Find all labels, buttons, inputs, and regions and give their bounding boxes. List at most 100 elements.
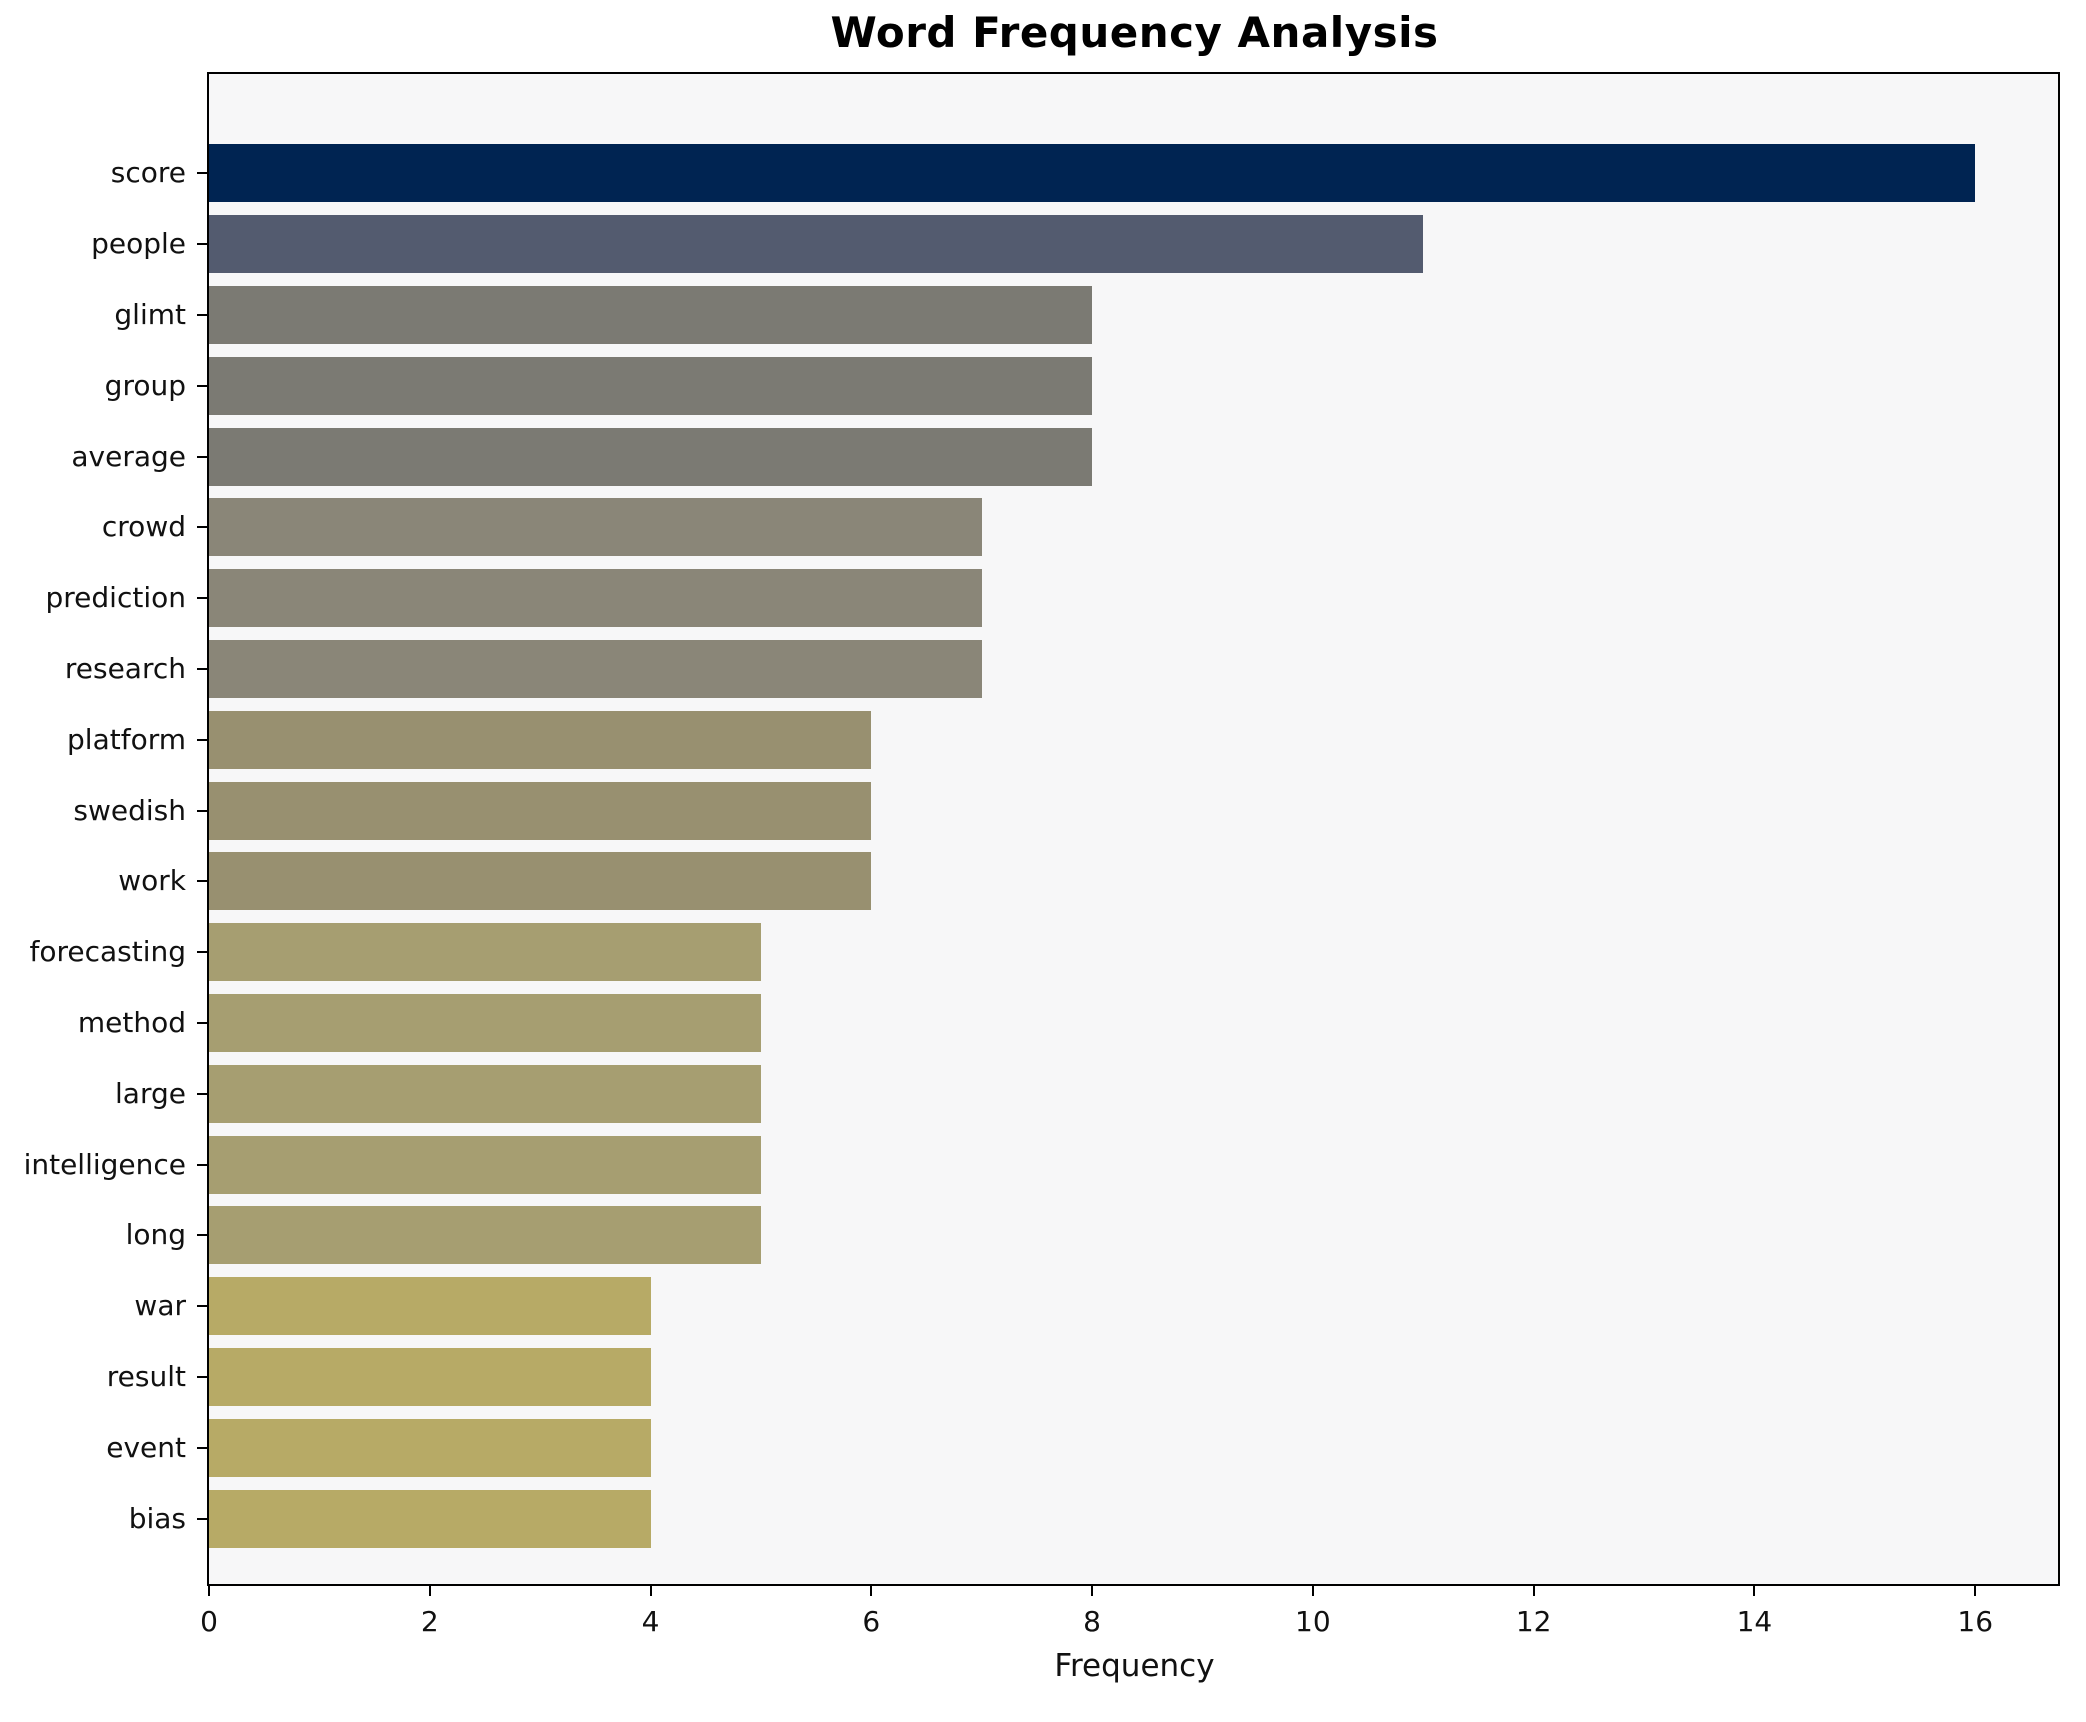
category-label-crowd: crowd xyxy=(101,510,186,544)
y-tick xyxy=(197,1234,207,1237)
bar-long xyxy=(209,1206,761,1265)
x-tick-label-4: 4 xyxy=(641,1605,660,1638)
y-tick xyxy=(197,526,207,529)
bar-row xyxy=(209,1489,2058,1548)
bar-group xyxy=(209,356,1093,415)
bar-row xyxy=(209,215,2058,274)
bar-row xyxy=(209,569,2058,628)
x-tick xyxy=(1091,1586,1094,1596)
category-label-work: work xyxy=(118,864,186,898)
x-tick xyxy=(208,1586,210,1596)
bar-row xyxy=(209,498,2058,557)
bar-average xyxy=(209,427,1093,486)
bar-row xyxy=(209,1135,2058,1194)
category-label-research: research xyxy=(64,652,186,685)
category-label-bias: bias xyxy=(128,1501,186,1535)
bar-row xyxy=(209,1064,2058,1123)
bar-row xyxy=(209,640,2058,698)
x-tick xyxy=(870,1586,873,1596)
category-label-forecasting: forecasting xyxy=(29,935,186,969)
bar-row xyxy=(209,1206,2058,1265)
bar-large xyxy=(209,1064,761,1123)
bar-row xyxy=(209,144,2058,203)
bar-people xyxy=(209,215,1424,274)
bar-row xyxy=(209,710,2058,769)
x-tick xyxy=(428,1586,431,1596)
x-tick-label-2: 2 xyxy=(420,1605,439,1638)
x-tick xyxy=(1532,1586,1535,1596)
bar-score xyxy=(209,144,1976,203)
category-label-swedish: swedish xyxy=(73,793,186,827)
category-label-group: group xyxy=(104,368,186,402)
bar-row xyxy=(209,1418,2058,1477)
bar-row xyxy=(209,994,2058,1052)
y-tick xyxy=(197,738,207,741)
category-label-large: large xyxy=(115,1076,186,1110)
y-tick xyxy=(197,455,207,458)
y-tick xyxy=(197,172,207,175)
y-tick xyxy=(197,668,207,670)
y-tick xyxy=(197,880,207,883)
y-tick xyxy=(197,1446,207,1449)
bar-row xyxy=(209,923,2058,982)
bar-prediction xyxy=(209,569,982,628)
bar-row xyxy=(209,781,2058,840)
bar-row xyxy=(209,427,2058,486)
y-tick xyxy=(197,1376,207,1378)
category-label-prediction: prediction xyxy=(45,581,186,615)
x-axis-title: Frequency xyxy=(1054,1648,1215,1684)
y-tick xyxy=(197,1022,207,1024)
x-tick-label-16: 16 xyxy=(1957,1605,1994,1638)
y-tick xyxy=(197,243,207,246)
category-label-result: result xyxy=(106,1360,186,1393)
category-label-platform: platform xyxy=(67,722,186,756)
x-tick-label-10: 10 xyxy=(1295,1605,1331,1638)
category-label-intelligence: intelligence xyxy=(23,1147,186,1181)
x-tick xyxy=(1753,1586,1756,1596)
x-tick-label-14: 14 xyxy=(1736,1605,1773,1638)
bar-event xyxy=(209,1418,651,1477)
chart-title: Word Frequency Analysis xyxy=(830,8,1439,57)
y-tick xyxy=(197,314,207,316)
category-label-war: war xyxy=(134,1289,186,1323)
bar-work xyxy=(209,852,872,911)
plot-area: score people glimt group average crowd predict… xyxy=(24,72,2060,1636)
y-tick xyxy=(197,1092,207,1095)
bar-method xyxy=(209,994,761,1052)
category-label-people: people xyxy=(91,227,186,261)
bar-war xyxy=(209,1277,651,1336)
x-tick xyxy=(1311,1586,1314,1596)
bar-forecasting xyxy=(209,923,761,982)
x-tick xyxy=(1974,1586,1977,1596)
bar-swedish xyxy=(209,781,872,840)
bar-bias xyxy=(209,1489,651,1548)
y-tick xyxy=(197,384,207,387)
category-label-glimt: glimt xyxy=(114,298,186,331)
category-label-event: event xyxy=(106,1430,186,1464)
y-tick xyxy=(197,951,207,954)
bar-row xyxy=(209,852,2058,911)
category-label-score: score xyxy=(110,156,186,190)
y-tick xyxy=(197,1163,207,1166)
x-tick-label-12: 12 xyxy=(1515,1605,1552,1638)
bar-row xyxy=(209,286,2058,344)
category-label-method: method xyxy=(77,1006,186,1039)
x-tick-label-0: 0 xyxy=(200,1605,218,1638)
bar-research xyxy=(209,640,982,698)
y-tick xyxy=(197,1305,207,1308)
category-label-long: long xyxy=(125,1218,186,1252)
bar-row xyxy=(209,1348,2058,1406)
bar-crowd xyxy=(209,498,982,557)
x-tick-label-6: 6 xyxy=(862,1605,881,1638)
bar-row xyxy=(209,356,2058,415)
y-tick xyxy=(197,1517,207,1520)
bar-result xyxy=(209,1348,651,1406)
bar-glimt xyxy=(209,286,1093,344)
y-tick xyxy=(197,597,207,600)
y-tick xyxy=(197,809,207,812)
bar-row xyxy=(209,1277,2058,1336)
bar-platform xyxy=(209,710,872,769)
category-label-average: average xyxy=(71,439,186,473)
bar-intelligence xyxy=(209,1135,761,1194)
